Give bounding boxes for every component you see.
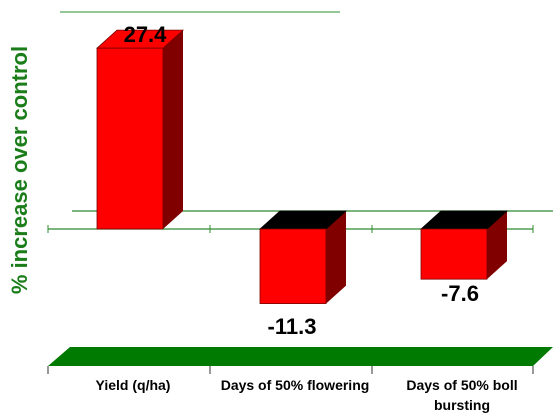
bar-1 — [95, 29, 185, 230]
y-axis-label-container: % increase over control — [0, 0, 40, 340]
bar-1-front — [96, 47, 164, 230]
chart-floor — [48, 347, 553, 366]
y-axis-label: % increase over control — [7, 45, 32, 295]
bar-3 — [419, 210, 509, 280]
category-label-flowering: Days of 50% flowering — [220, 377, 370, 393]
category-label-boll-bursting: Days of 50% boll bursting — [406, 377, 518, 413]
category-label-yield: Yield (q/ha) — [95, 377, 171, 393]
bar-3-front — [420, 228, 488, 280]
bar-3-side — [487, 211, 507, 280]
data-label-2: -11.3 — [268, 314, 317, 339]
data-label-3: -7.6 — [441, 281, 479, 306]
bar-2-side — [326, 211, 346, 304]
bar-2 — [258, 210, 348, 304]
data-label-1: 27.4 — [124, 22, 168, 47]
bar-2-front — [259, 228, 327, 304]
bar-1-side — [163, 30, 183, 229]
